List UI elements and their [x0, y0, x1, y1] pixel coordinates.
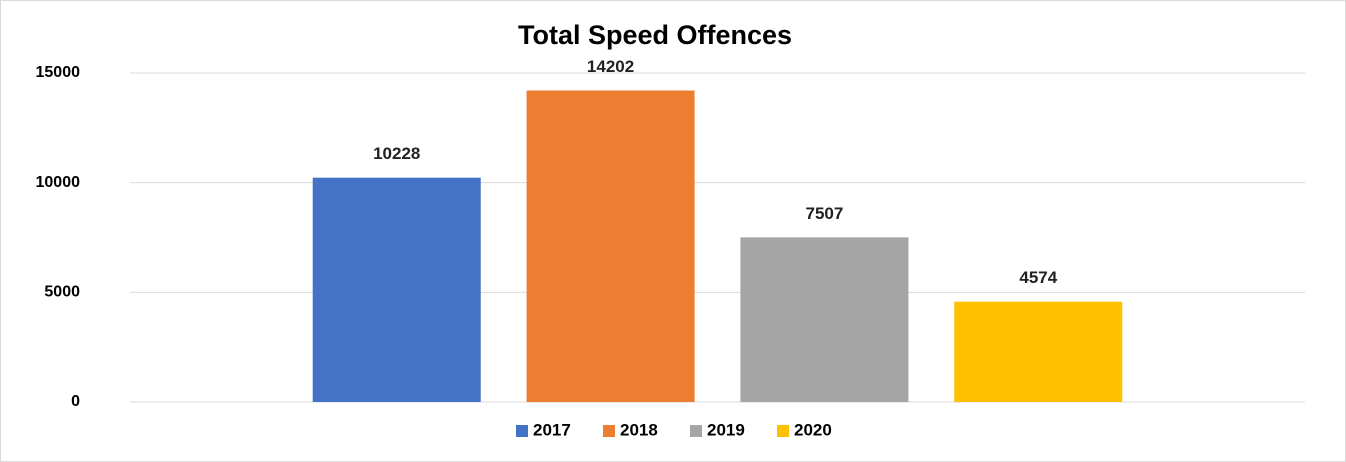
y-tick-label: 0: [71, 393, 80, 410]
data-label: 4574: [1019, 268, 1057, 287]
legend-label: 2019: [707, 420, 745, 439]
legend-swatch: [516, 425, 528, 437]
bar: [740, 237, 909, 402]
bar: [526, 90, 695, 402]
data-label: 14202: [587, 57, 634, 76]
y-tick-label: 5000: [44, 284, 80, 301]
y-tick-label: 15000: [36, 64, 81, 81]
legend-swatch: [603, 425, 615, 437]
legend-swatch: [777, 425, 789, 437]
bar: [954, 301, 1123, 402]
data-label: 10228: [373, 144, 420, 163]
legend-label: 2018: [620, 420, 658, 439]
legend-swatch: [690, 425, 702, 437]
legend-label: 2017: [533, 420, 571, 439]
y-tick-label: 10000: [36, 174, 81, 191]
chart-title: Total Speed Offences: [518, 20, 792, 50]
bar: [312, 177, 481, 402]
legend-label: 2020: [794, 420, 832, 439]
data-label: 7507: [806, 204, 844, 223]
